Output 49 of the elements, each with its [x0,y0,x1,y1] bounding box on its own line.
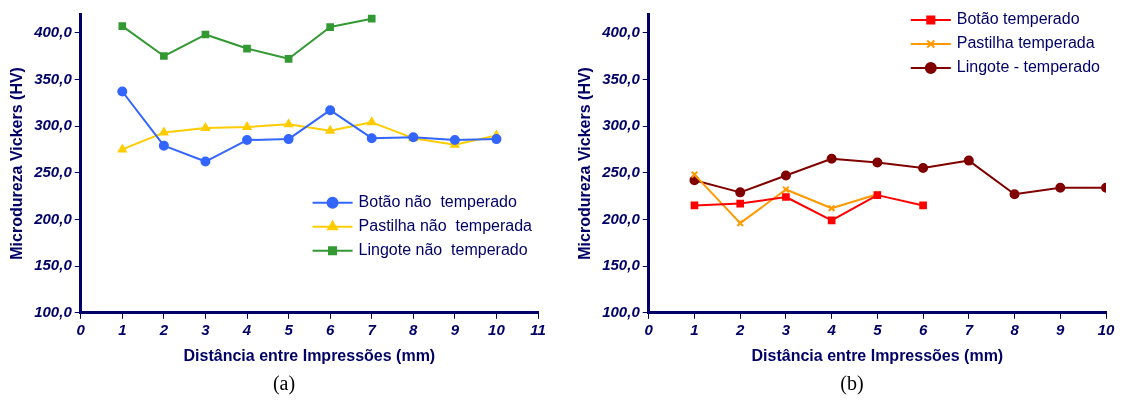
y-tick-label: 200,0 [601,209,641,227]
legend-label: Lingote não temperado [358,241,528,259]
x-tick-label: 11 [530,320,546,338]
x-tick-label: 3 [201,320,211,338]
y-tick-label: 300,0 [34,116,73,134]
x-tick-label: 9 [450,320,460,338]
y-tick-label: 250,0 [601,162,641,180]
x-tick-label: 7 [367,320,377,338]
x-tick-label: 8 [1010,320,1020,338]
y-tick-label: 300,0 [602,116,641,134]
x-tick-label: 7 [964,320,974,338]
x-tick-label: 0 [644,320,654,338]
y-tick-label: 350,0 [602,69,641,87]
y-tick-label: 400,0 [601,22,641,40]
x-tick-label: 6 [918,320,928,338]
x-tick-label: 1 [690,320,699,338]
legend-label: Pastilha temperada [956,34,1095,52]
text: (a) [271,372,297,395]
y-tick-label: 350,0 [34,69,73,87]
x-tick-label: 3 [781,320,791,338]
x-tick-label: 10 [1097,320,1115,338]
text: (b) [839,372,865,395]
legend-label: Botão temperado [956,10,1080,28]
y-axis-title: Microdureza Vickers (HV) [8,67,26,260]
x-tick-label: 5 [873,320,883,338]
y-axis-title: Microdureza Vickers (HV) [576,67,594,260]
x-tick-label: 6 [325,320,335,338]
legend-label: Lingote - temperado [956,58,1101,76]
x-tick-label: 2 [158,320,169,338]
x-tick-label: 0 [76,320,86,338]
legend-label: Pastilha não temperada [358,217,533,235]
x-tick-label: 10 [488,320,506,338]
legend-label: Botão não temperado [358,193,517,211]
y-tick-label: 150,0 [602,256,641,274]
y-tick-label: 250,0 [33,162,73,180]
x-tick-label: 4 [826,320,837,338]
x-axis-title: Distância entre Impressões (mm) [183,346,436,364]
x-tick-label: 9 [1056,320,1066,338]
y-tick-label: 200,0 [33,209,73,227]
x-tick-label: 2 [735,320,746,338]
x-tick-label: 5 [284,320,294,338]
x-tick-label: 4 [241,320,252,338]
x-tick-label: 8 [409,320,419,338]
x-axis-title: Distância entre Impressões (mm) [751,346,1004,364]
y-tick-label: 100,0 [34,302,73,320]
y-tick-label: 400,0 [33,22,73,40]
y-tick-label: 150,0 [34,256,73,274]
x-tick-label: 1 [118,320,127,338]
y-tick-label: 100,0 [602,302,641,320]
